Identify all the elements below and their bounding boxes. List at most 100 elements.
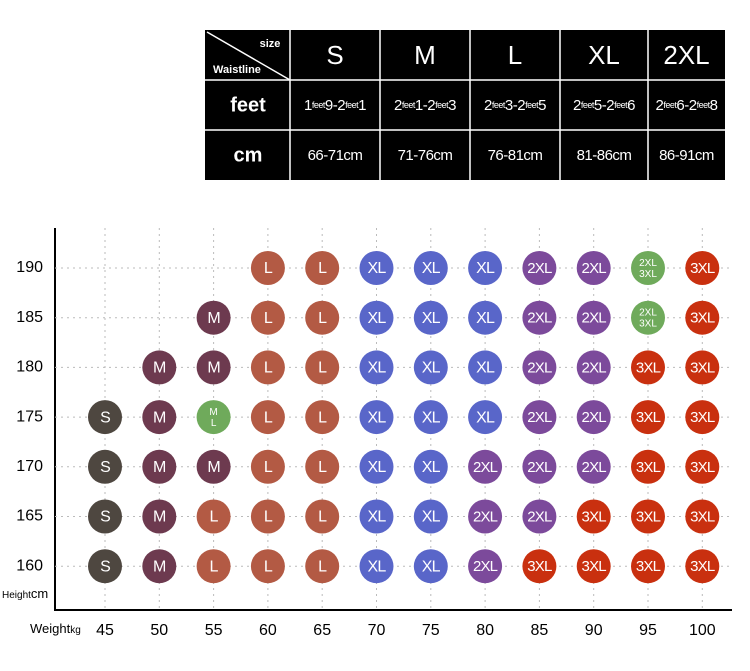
size-dot-label: XL	[476, 409, 495, 426]
cell-part: 81-86cm	[577, 147, 632, 164]
cell-part: 9-2	[325, 97, 345, 114]
cell-part: feet	[614, 100, 628, 110]
row-label: cm	[234, 144, 263, 166]
size-dot-label: XL	[422, 509, 441, 526]
x-tick-label: 85	[531, 622, 549, 639]
y-tick-label: 180	[16, 359, 43, 376]
table-cell: 2feet3-2feet5	[484, 97, 546, 114]
x-tick-label: 60	[259, 622, 277, 639]
size-dot	[522, 549, 557, 584]
size-dot	[359, 350, 394, 385]
cell-part: 2	[656, 97, 664, 114]
size-dot	[250, 300, 285, 335]
size-dot-label: M	[207, 459, 220, 476]
size-dot-label: 3XL	[582, 508, 607, 525]
size-dot-label: 3XL	[636, 359, 661, 376]
size-dot-label: L	[264, 310, 273, 327]
size-dot-label: S	[100, 558, 110, 575]
size-dot	[631, 350, 665, 385]
size-dot	[468, 499, 503, 534]
table-cell: 71-76cm	[398, 147, 453, 164]
size-dot	[522, 400, 557, 435]
size-dot-label: L	[264, 409, 273, 426]
size-dot	[522, 350, 557, 385]
size-dot-label: 2XL	[582, 409, 607, 426]
size-dot	[305, 499, 340, 534]
size-dot	[522, 449, 557, 484]
size-dot	[576, 449, 611, 484]
size-dot-label: 2XL	[527, 260, 552, 277]
size-dot	[250, 549, 285, 584]
size-dot	[413, 350, 448, 385]
size-dot-label: XL	[422, 310, 441, 327]
x-tick-label: 65	[313, 622, 331, 639]
x-tick-label: 75	[422, 622, 440, 639]
size-header: L	[508, 40, 522, 70]
cell-part: 2	[394, 97, 402, 114]
row-label: feet	[230, 94, 266, 116]
size-dot-label: S	[100, 459, 110, 476]
size-dot	[576, 549, 611, 584]
cell-part: 1	[358, 97, 366, 114]
size-dot	[250, 350, 285, 385]
size-dot	[576, 350, 611, 385]
size-dot	[305, 251, 340, 285]
size-dot-label: 2XL	[582, 359, 607, 376]
cell-part: 3	[448, 97, 456, 114]
size-dot-label: M	[153, 409, 166, 426]
cell-part: feet	[663, 100, 677, 110]
table-cell: 76-81cm	[488, 147, 543, 164]
size-dot	[142, 499, 177, 534]
size-dot-label: 3XL	[690, 459, 715, 476]
size-dot	[413, 449, 448, 484]
size-dot	[88, 449, 122, 484]
size-dot-label: 3XL	[690, 310, 715, 327]
label-name: Height	[2, 590, 31, 601]
size-dot	[685, 449, 720, 484]
size-dot	[631, 400, 665, 435]
size-dot	[522, 300, 557, 335]
corner-diagonal	[206, 31, 291, 81]
size-dot	[250, 400, 285, 435]
size-dot-label: L	[210, 509, 219, 526]
y-tick-label: 170	[16, 458, 43, 475]
size-dot	[631, 499, 665, 534]
size-dot-label: 2XL	[582, 260, 607, 277]
size-dot	[305, 449, 340, 484]
size-header: S	[326, 40, 343, 70]
size-dot	[88, 549, 122, 584]
cell-part: feet	[435, 100, 449, 110]
size-dot-label: L	[210, 558, 219, 575]
size-dot-label: S	[100, 509, 110, 526]
size-dot-label: 2XL	[582, 459, 607, 476]
table-cell: 86-91cm	[659, 147, 714, 164]
size-dot	[685, 499, 720, 534]
size-dot	[685, 400, 720, 435]
size-dot-label: 2XL	[527, 409, 552, 426]
size-dot	[359, 549, 394, 584]
size-dot-label: XL	[422, 459, 441, 476]
size-dot-label: 3XL	[636, 459, 661, 476]
size-dot-label: XL	[368, 310, 387, 327]
cell-part: feet	[345, 100, 359, 110]
size-dot	[142, 400, 177, 435]
size-dot	[685, 549, 720, 584]
cell-part: feet	[492, 100, 506, 110]
size-dot-label: L	[318, 360, 327, 377]
size-dot	[305, 549, 340, 584]
size-dot	[468, 449, 503, 484]
size-dot	[576, 400, 611, 435]
size-dot	[631, 449, 665, 484]
size-dot-label: S	[100, 409, 110, 426]
x-tick-label: 50	[150, 622, 168, 639]
cell-part: 6	[627, 97, 635, 114]
size-dot	[196, 549, 231, 584]
size-dot	[88, 400, 122, 435]
cell-part: feet	[402, 100, 416, 110]
cell-part: 2	[573, 97, 581, 114]
size-dot-label: 2XL	[527, 359, 552, 376]
size-dot-label: L	[318, 509, 327, 526]
size-dot-label: 2XL	[473, 558, 498, 575]
table-cell: 2feet6-2feet8	[656, 97, 718, 114]
